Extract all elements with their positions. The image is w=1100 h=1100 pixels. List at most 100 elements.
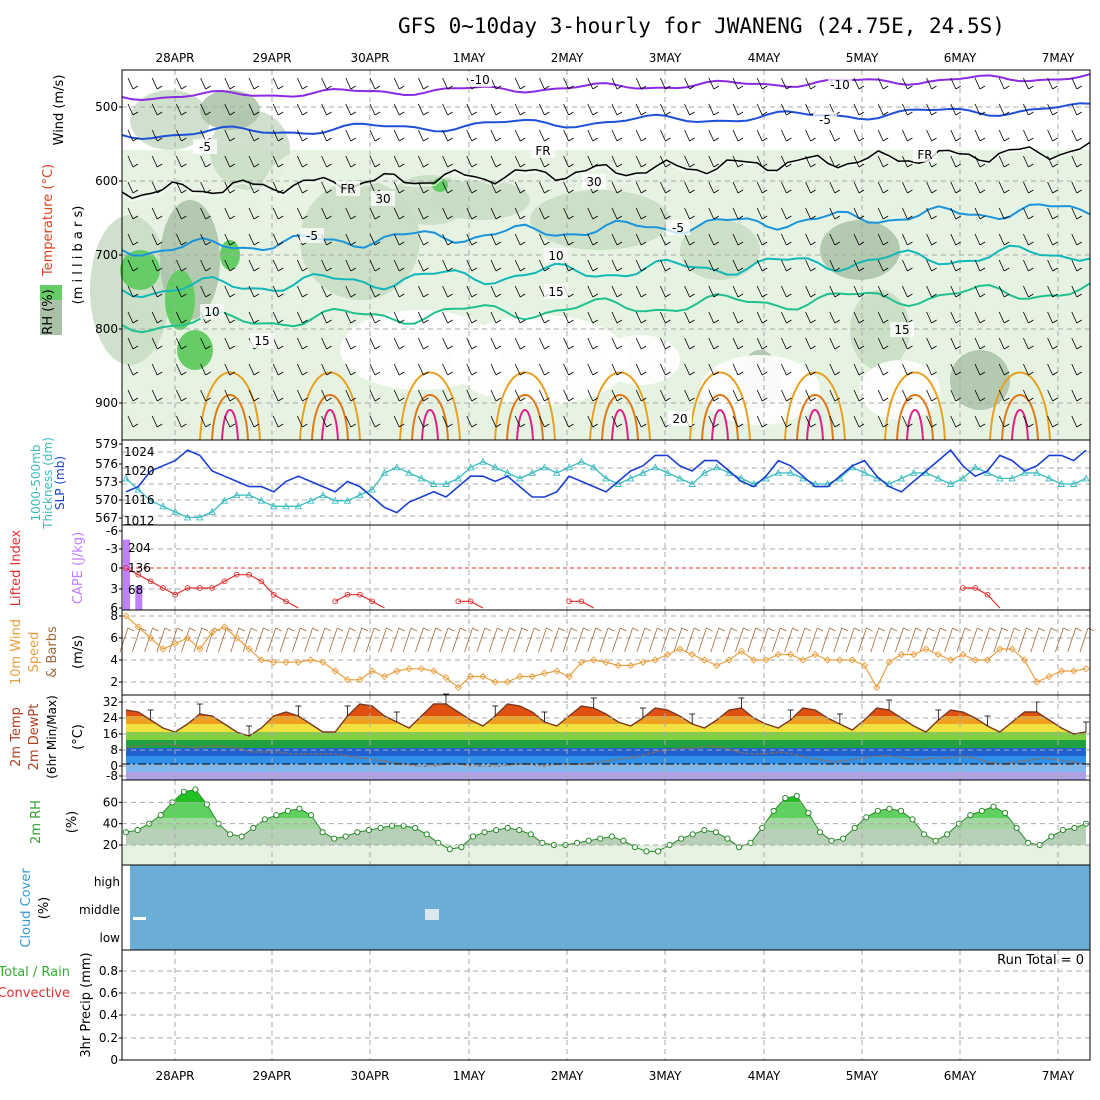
wind-barb [732, 259, 739, 272]
wind-barb [974, 181, 981, 194]
wind-barb [418, 77, 424, 90]
contour-freezing-level-inner [121, 143, 1091, 202]
rh-point [469, 833, 477, 840]
wind-barb [902, 155, 908, 168]
wind-barb [853, 259, 860, 272]
rh-blob [950, 350, 1010, 410]
wind-barb-flag [761, 85, 768, 90]
wind-barb-flag [1003, 85, 1010, 90]
wind-barb-flag [519, 111, 526, 116]
rh-point [689, 831, 696, 838]
wind-barb-flag [616, 293, 623, 298]
wind-barb [635, 129, 642, 142]
lifted-index-point [344, 591, 351, 598]
wind-barb-flag [156, 111, 163, 116]
wind-barb [321, 415, 327, 428]
wind-barb-10m-flag [693, 627, 701, 632]
wind-barb [708, 285, 715, 298]
wind-barb-flag [834, 267, 841, 272]
wind-barb-10m [328, 627, 338, 653]
rh-point [250, 824, 257, 832]
wind-barb [1047, 77, 1053, 90]
wind-barb-10m [870, 627, 880, 653]
wind-barb-flag [229, 293, 236, 298]
wind-barb [684, 207, 690, 220]
wind-barb [514, 415, 521, 428]
wind-barb-flag [568, 215, 574, 220]
wind-barb-flag [568, 423, 574, 428]
thickness-marker [1045, 474, 1053, 482]
wind-barb [611, 207, 618, 220]
wind-barb-flag [1003, 345, 1010, 350]
thickness-marker [774, 468, 783, 476]
wind-barb [345, 337, 352, 350]
wind-barb [272, 415, 279, 428]
thickness-marker [1057, 480, 1066, 487]
cape-bar [123, 539, 130, 610]
wind-barb [514, 181, 521, 194]
wind-barb [151, 259, 158, 272]
contour-label: 10 [204, 305, 219, 319]
wind-barb-flag [931, 423, 937, 428]
thickness-marker [663, 468, 672, 476]
wind-barb [369, 415, 376, 428]
lifted-index-point [123, 565, 129, 571]
wind-barb-flag [955, 163, 962, 168]
wind-speed-point [910, 650, 918, 659]
contour-label: 20 [672, 412, 687, 426]
wind-speed-point [860, 661, 869, 670]
wind-barb [393, 337, 400, 350]
rh-point [793, 792, 800, 800]
wind-barb [950, 77, 957, 90]
contour-label: 15 [548, 285, 563, 299]
wind-barb [756, 233, 763, 246]
wind-barb-flag [326, 293, 332, 298]
wind-barb-flag [544, 163, 550, 168]
wind-barb [345, 415, 352, 428]
wind-barb [1047, 415, 1053, 428]
contour-label-bg [666, 220, 690, 235]
wind-barb-flag [979, 137, 986, 142]
wind-speed-point [602, 658, 610, 666]
wind-barb-flag [931, 241, 937, 246]
wind-barb-flag [398, 85, 405, 90]
wind-barb [732, 103, 739, 116]
wind-barb-flag [253, 189, 260, 194]
wind-barb-10m [415, 627, 424, 653]
wind-barb-flag [350, 267, 357, 272]
wind-barb [248, 129, 255, 142]
wind-barb-flag [568, 319, 574, 324]
wind-barb [418, 155, 424, 168]
wind-barb-flag [423, 189, 429, 194]
wind-barb-flag [253, 85, 260, 90]
wind-barb-flag [253, 423, 260, 428]
wind-barb [684, 311, 690, 324]
wind-barb-10m-flag [533, 627, 541, 632]
wind-barb [297, 103, 303, 116]
wind-barb [151, 285, 158, 298]
wind-barb [127, 129, 134, 142]
wind-barb [321, 207, 327, 220]
wind-speed-point [737, 647, 746, 655]
wind-barb-flag [326, 345, 332, 350]
rh-point [585, 837, 592, 844]
wind-barb-flag [786, 111, 792, 116]
wind-barb [756, 155, 763, 168]
wind-barb-flag [1052, 163, 1058, 168]
wind-speed-point [270, 658, 278, 666]
wind-barb-10m-flag [977, 627, 984, 632]
wind-speed-point [417, 665, 426, 673]
wind-barb-flag [253, 215, 260, 220]
wind-barb-10m [464, 627, 473, 653]
rh-dry-area [700, 355, 820, 425]
wind-barb [974, 77, 981, 90]
wind-barb-flag [810, 293, 816, 298]
wind-barb [998, 129, 1005, 142]
wind-barb [539, 363, 545, 376]
wind-barb-flag [955, 267, 962, 272]
wind-barb [635, 77, 642, 90]
wind-barb-flag [761, 397, 768, 402]
wind-barb-flag [882, 319, 889, 324]
rh-point [1071, 824, 1078, 832]
